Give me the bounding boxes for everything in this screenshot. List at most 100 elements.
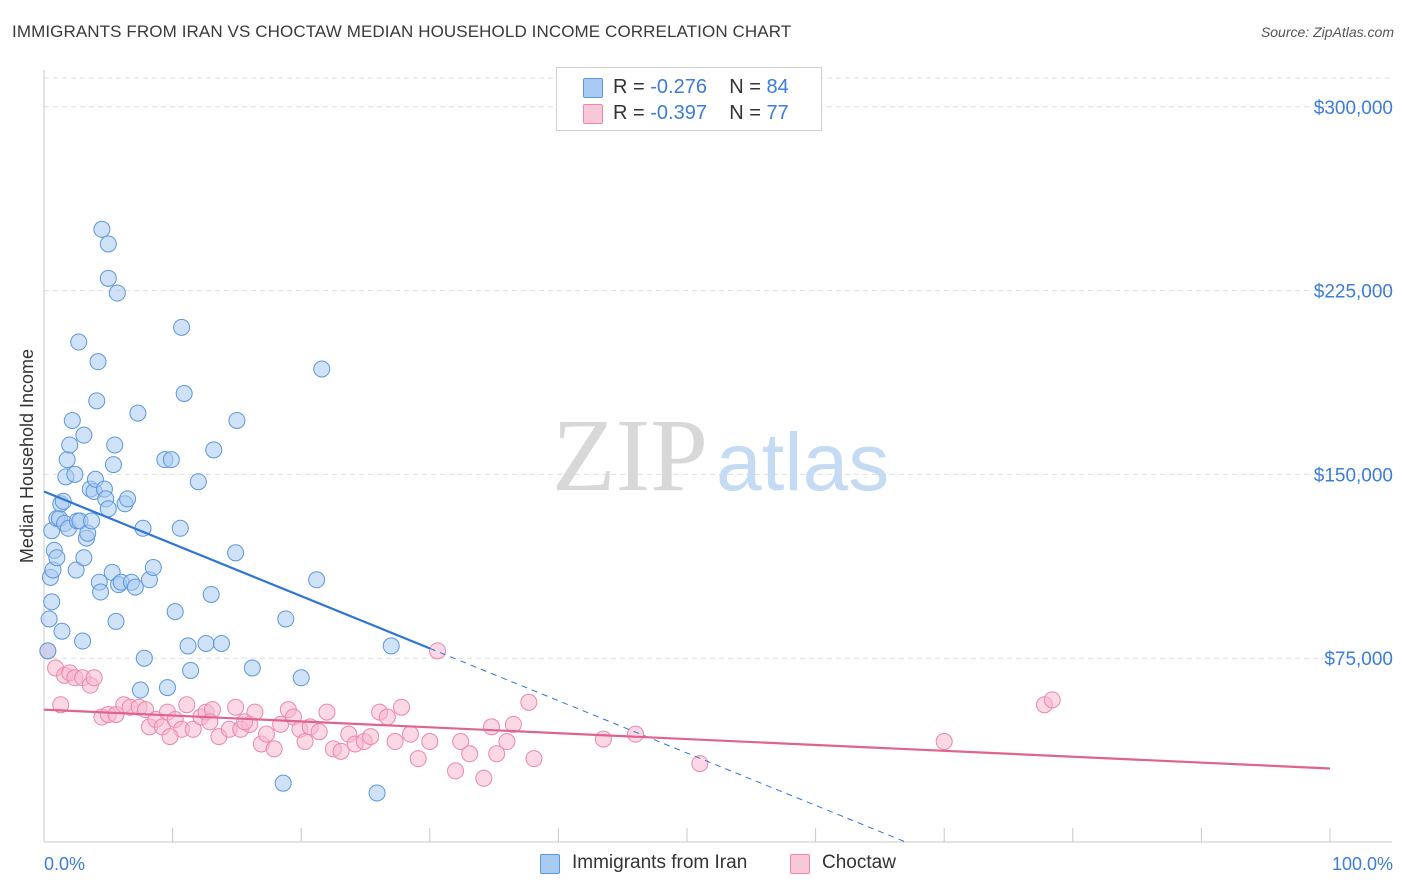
iran-point (171, 519, 189, 537)
iran-point (43, 593, 61, 611)
legend-r-value-iran: -0.276 (650, 76, 707, 98)
iran-point (212, 634, 230, 652)
legend-r-label: R = (613, 76, 645, 98)
choctaw-point (386, 733, 404, 751)
choctaw-point (483, 718, 501, 736)
trend-lines (43, 490, 1331, 843)
iran-point (135, 649, 153, 667)
choctaw-point (525, 750, 543, 768)
series-swatch-choctaw (790, 854, 810, 874)
iran-point (40, 610, 58, 628)
iran-point (129, 404, 147, 422)
y-tick-label: $225,000 (1314, 282, 1393, 303)
y-tick-label: $150,000 (1314, 465, 1393, 486)
axes (43, 70, 1392, 843)
x-tick-label-end: 100.0% (1332, 854, 1393, 874)
iran-point (99, 235, 117, 253)
choctaw-point (378, 708, 396, 726)
iran-point (158, 679, 176, 697)
choctaw-point (236, 713, 254, 731)
choctaw-point (935, 733, 953, 751)
choctaw-point (184, 720, 202, 738)
iran-point (106, 436, 124, 454)
legend-swatch-iran (583, 78, 603, 98)
y-axis-label: Median Household Income (17, 349, 37, 563)
iran-trend-line (43, 490, 431, 650)
iran-point (107, 612, 125, 630)
choctaw-point (296, 733, 314, 751)
iran-point (67, 561, 85, 579)
iran-point (53, 622, 71, 640)
iran-point (313, 360, 331, 378)
iran-point (48, 549, 66, 567)
iran-point (243, 659, 261, 677)
iran-point (179, 637, 197, 655)
iran-point (93, 220, 111, 238)
choctaw-point (504, 715, 522, 733)
iran-point (70, 333, 88, 351)
iran-point (75, 549, 93, 567)
tick-labels: $75,000 $150,000 $225,000 $300,000 0.0% 100.0… (17, 98, 1393, 874)
choctaw-point (161, 728, 179, 746)
legend-n-label: N = (729, 102, 761, 124)
iran-point (175, 385, 193, 403)
iran-point (83, 512, 101, 530)
choctaw-point (447, 762, 465, 780)
watermark-zip: ZIP (552, 398, 708, 513)
choctaw-point (310, 723, 328, 741)
legend-n-value-choctaw: 77 (766, 102, 789, 124)
iran-point (66, 465, 84, 483)
iran-point (74, 632, 92, 650)
y-tick-label: $300,000 (1314, 98, 1393, 119)
series-label-iran: Immigrants from Iran (572, 852, 748, 873)
choctaw-point (488, 745, 506, 763)
choctaw-point (178, 696, 196, 714)
y-tick-label: $75,000 (1324, 649, 1393, 670)
iran-point (126, 578, 144, 596)
choctaw-point (402, 725, 420, 743)
choctaw-point (362, 728, 380, 746)
source-label: Source: ZipAtlas.com (1260, 24, 1394, 40)
iran-point (228, 411, 246, 429)
choctaw-point (257, 725, 275, 743)
choctaw-trend-line (43, 708, 1331, 770)
series-swatch-iran (540, 854, 560, 874)
iran-point (308, 571, 326, 589)
iran-point (39, 642, 57, 660)
chart-title: IMMIGRANTS FROM IRAN VS CHOCTAW MEDIAN H… (12, 22, 792, 41)
choctaw-point (691, 755, 709, 773)
iran-point (108, 284, 126, 302)
legend-swatch-choctaw (583, 104, 603, 124)
iran-point (202, 585, 220, 603)
legend-r-label: R = (613, 102, 645, 124)
iran-point (92, 583, 110, 601)
iran-point (58, 451, 76, 469)
x-tick-label-start: 0.0% (44, 854, 85, 874)
iran-point (61, 436, 79, 454)
iran-point (162, 451, 180, 469)
choctaw-point (393, 698, 411, 716)
iran-point (227, 544, 245, 562)
choctaw-point (227, 698, 245, 716)
iran-point (189, 473, 207, 491)
choctaw-point (594, 730, 612, 748)
choctaw-point (627, 725, 645, 743)
choctaw-point (452, 733, 470, 751)
iran-point (274, 774, 292, 792)
grid-lines (44, 77, 1392, 659)
iran-point (205, 441, 223, 459)
choctaw-point (318, 703, 336, 721)
iran-point (382, 637, 400, 655)
iran-point (75, 426, 93, 444)
iran-point (368, 784, 386, 802)
iran-point (173, 318, 191, 336)
choctaw-point (52, 696, 70, 714)
iran-point (104, 456, 122, 474)
iran-point (292, 669, 310, 687)
iran-point (99, 269, 117, 287)
iran-point (144, 559, 162, 577)
watermark: ZIP atlas (552, 398, 889, 513)
iran-point (166, 603, 184, 621)
iran-point (63, 411, 81, 429)
